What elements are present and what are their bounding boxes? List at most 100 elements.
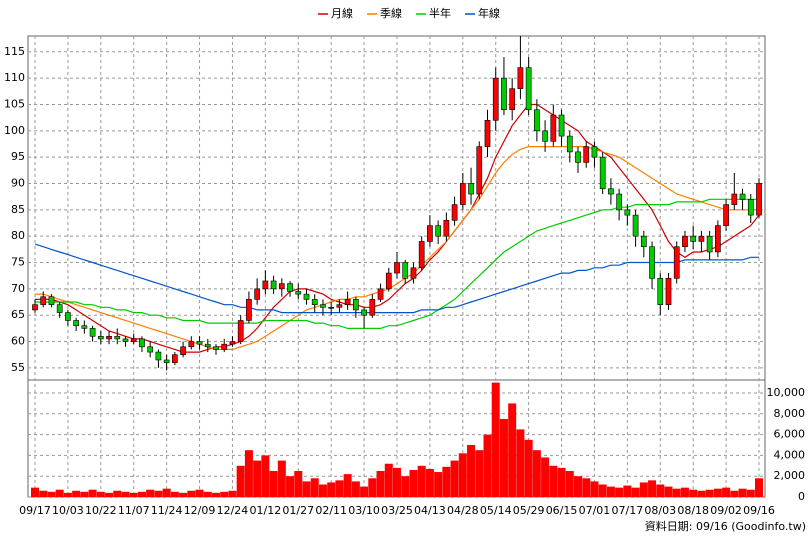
candle-body	[163, 359, 170, 363]
volume-bar	[327, 482, 336, 497]
candle-body	[747, 199, 754, 216]
volume-bar	[746, 489, 755, 497]
candle-body	[583, 146, 590, 163]
volume-bar	[458, 453, 467, 497]
candle-body	[155, 351, 162, 361]
x-tick-label: 05/29	[513, 504, 545, 517]
candle-body	[73, 320, 79, 327]
volume-bar	[72, 490, 81, 497]
volume-bar	[96, 491, 105, 497]
volume-bar	[228, 490, 237, 497]
candle-body	[673, 246, 680, 279]
candle-body	[65, 312, 71, 321]
volume-bar	[598, 484, 607, 497]
candle-body	[492, 77, 499, 121]
volume-bar	[639, 482, 648, 497]
candle-body	[270, 280, 277, 290]
volume-bar	[615, 487, 624, 497]
volume-bar	[195, 489, 204, 497]
y-tick-label: 65	[11, 308, 25, 321]
volume-bar	[582, 478, 591, 497]
candle-body	[172, 354, 178, 363]
y2-tick-label: 10,000	[767, 386, 806, 399]
x-tick-label: 01/27	[282, 504, 314, 517]
volume-bar	[434, 472, 443, 497]
legend-label: 月線	[331, 6, 353, 20]
candle-body	[632, 214, 639, 237]
candle-body	[56, 304, 63, 313]
candle-body	[698, 235, 705, 242]
candle-body	[188, 341, 195, 348]
volume-bar	[557, 467, 566, 497]
y-tick-label: 100	[4, 124, 25, 137]
ma-line	[34, 243, 759, 314]
candle-body	[303, 293, 310, 300]
x-tick-label: 07/01	[579, 504, 611, 517]
volume-bar	[220, 491, 229, 497]
candle-body	[468, 183, 474, 195]
y-tick-label: 60	[11, 335, 25, 348]
candle-body	[287, 283, 293, 292]
candle-body	[204, 343, 211, 348]
candle-body	[48, 296, 55, 305]
candle-body	[443, 220, 450, 237]
y-tick-label: 110	[4, 71, 25, 84]
volume-bar	[261, 455, 270, 497]
volume-bar	[680, 487, 689, 497]
x-tick-label: 09/17	[19, 504, 51, 517]
volume-bar	[442, 466, 451, 497]
candle-body	[246, 299, 252, 321]
candle-body	[476, 146, 483, 195]
candle-body	[229, 341, 236, 345]
volume-bar	[648, 480, 657, 497]
volume-bar	[121, 491, 130, 497]
candle-body	[254, 288, 260, 300]
x-tick-label: 10/03	[52, 504, 84, 517]
volume-bar	[302, 481, 311, 497]
volume-bar	[516, 429, 525, 497]
x-tick-label: 03/10	[348, 504, 380, 517]
volume-bar	[697, 490, 706, 497]
candle-body	[320, 304, 326, 308]
volume-bar	[606, 486, 615, 497]
candle-body	[402, 262, 409, 279]
candle-body	[369, 299, 376, 316]
x-tick-label: 09/16	[743, 504, 775, 517]
volume-bar	[63, 492, 72, 497]
volume-bar	[179, 492, 188, 497]
x-tick-label: 03/25	[381, 504, 413, 517]
candle-body	[459, 183, 466, 205]
volume-bar	[154, 490, 163, 497]
volume-bar	[162, 488, 171, 497]
y-tick-label: 85	[11, 203, 25, 216]
volume-bar	[294, 471, 303, 497]
volume-bar	[623, 485, 632, 497]
volume-bar	[417, 465, 426, 497]
candle-body	[114, 335, 121, 340]
y2-tick-label: 4,000	[774, 448, 806, 461]
volume-bar	[343, 474, 352, 497]
candle-body	[542, 130, 548, 142]
candle-body	[517, 67, 524, 89]
candle-body	[139, 338, 145, 348]
candle-body	[213, 346, 219, 350]
candle-body	[336, 304, 343, 308]
candle-body	[682, 235, 688, 248]
candle-body	[147, 346, 154, 353]
y-tick-label: 90	[11, 177, 25, 190]
volume-bar	[360, 486, 369, 497]
x-tick-label: 06/15	[546, 504, 578, 517]
volume-bar	[368, 478, 377, 497]
candle-body	[756, 183, 762, 216]
candle-body	[418, 241, 425, 269]
volume-bar	[146, 489, 155, 497]
candle-body	[180, 346, 186, 356]
volume-bar	[129, 492, 138, 497]
candle-body	[81, 325, 88, 329]
candle-body	[394, 262, 400, 274]
x-tick-label: 08/03	[644, 504, 676, 517]
legend-label: 季線	[380, 6, 402, 20]
y-tick-label: 105	[4, 97, 25, 110]
candle-body	[525, 67, 532, 111]
volume-bar	[277, 460, 286, 497]
